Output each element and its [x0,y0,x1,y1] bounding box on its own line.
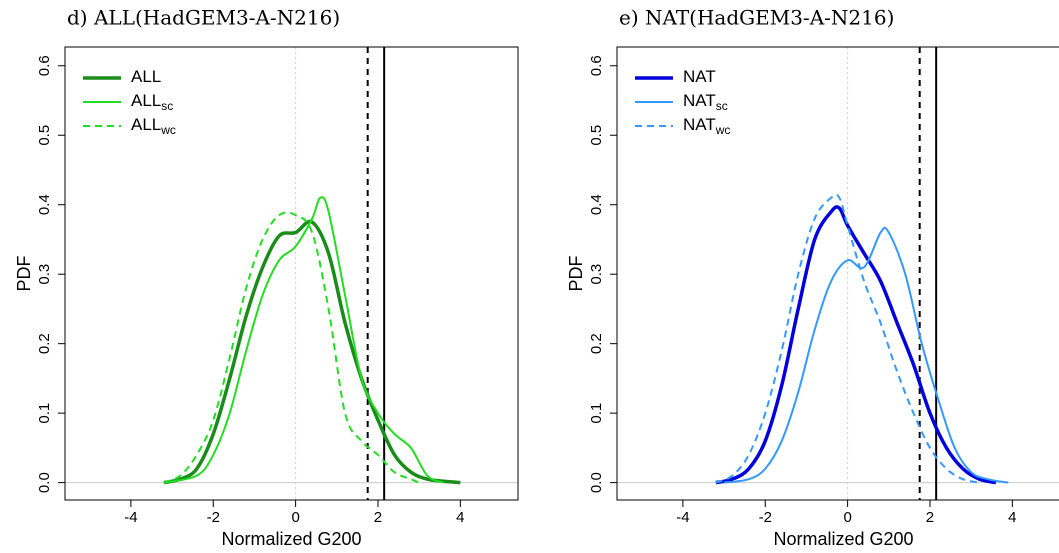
x-tick-label: -2 [759,509,772,526]
y-tick-label: 0.0 [588,472,605,493]
y-tick-label: 0.1 [588,403,605,424]
x-tick-label: 0 [843,509,851,526]
y-tick-label: 0.0 [36,472,53,493]
legend-name: NAT [683,115,716,134]
x-tick-label: 2 [926,509,934,526]
x-tick-label: 0 [291,509,299,526]
y-tick-label: 0.4 [36,194,53,215]
legend-label: ALLwc [131,115,176,137]
x-axis-label: Normalized G200 [773,529,913,549]
x-axis-label: Normalized G200 [221,529,361,549]
legend-subscript: wc [160,123,176,137]
legend-name: ALL [131,91,161,110]
pdf-curve [163,219,461,485]
y-tick-label: 0.3 [588,264,605,285]
x-tick-label: 4 [1008,509,1016,526]
plot-frame [616,46,1059,501]
legend-subscript: wc [715,123,731,137]
x-tick-label: -4 [124,509,137,526]
x-tick-label: -4 [676,509,689,526]
legend-label: NATsc [683,91,728,113]
legend-label: ALLsc [131,91,173,113]
y-tick-label: 0.1 [36,403,53,424]
legend-name: ALL [131,115,161,134]
legend-subscript: sc [161,99,173,113]
legend-label: NAT [683,67,716,86]
y-tick-label: 0.5 [36,125,53,146]
y-tick-label: 0.5 [588,125,605,146]
legend-name: NAT [683,91,716,110]
y-tick-label: 0.2 [36,333,53,354]
y-tick-label: 0.4 [588,194,605,215]
x-tick-label: -2 [207,509,220,526]
y-tick-label: 0.3 [36,264,53,285]
pdf-curve [715,193,980,484]
plot-frame [64,46,519,501]
chart-title: e) NAT(HadGEM3-A-N216) [619,6,894,30]
y-tick-label: 0.2 [588,333,605,354]
legend-name: ALL [131,67,161,86]
x-tick-label: 2 [374,509,382,526]
legend-label: ALL [131,67,161,86]
pdf-curve [163,211,420,484]
y-axis-label: PDF [14,255,34,291]
y-axis-label: PDF [566,255,586,291]
legend-label: NATwc [683,115,730,137]
pdf-curve [715,205,997,485]
y-tick-label: 0.6 [36,55,53,76]
legend-subscript: sc [716,99,728,113]
chart-title: d) ALL(HadGEM3-A-N216) [67,6,340,30]
pdf-curve [163,196,445,484]
legend-name: NAT [683,67,716,86]
pdf-curve [723,226,1009,484]
y-tick-label: 0.6 [588,55,605,76]
x-tick-label: 4 [456,509,464,526]
